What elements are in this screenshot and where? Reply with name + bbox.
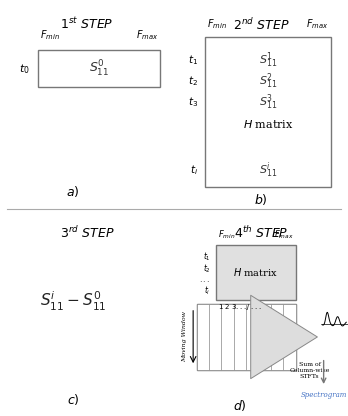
Text: $\mathit{t_i}$: $\mathit{t_i}$ — [190, 163, 198, 178]
Text: $\mathit{F_{max}}$: $\mathit{F_{max}}$ — [306, 17, 329, 31]
Text: $\mathit{t_3}$: $\mathit{t_3}$ — [188, 95, 198, 109]
Text: $\mathit{S^2_{11}}$: $\mathit{S^2_{11}}$ — [259, 71, 277, 91]
Bar — [259, 304, 271, 370]
Text: $\mathit{F_{min}}$: $\mathit{F_{min}}$ — [40, 28, 60, 42]
Text: $\mathit{1^{st}\ STEP}$: $\mathit{1^{st}\ STEP}$ — [60, 17, 114, 32]
Bar — [209, 304, 221, 370]
Text: $\mathit{c)}$: $\mathit{c)}$ — [67, 392, 79, 407]
Text: $\mathit{S^1_{11}}$: $\mathit{S^1_{11}}$ — [259, 50, 277, 70]
Text: Spectrogram: Spectrogram — [300, 391, 347, 399]
Text: $\mathit{t_1}$: $\mathit{t_1}$ — [188, 53, 198, 67]
Bar — [205, 37, 331, 187]
Text: Moving Window: Moving Window — [182, 312, 187, 362]
Bar — [197, 304, 296, 370]
Text: $\mathit{F_{max}}$: $\mathit{F_{max}}$ — [136, 28, 158, 42]
Text: $\mathit{F_{min}}$: $\mathit{F_{min}}$ — [218, 229, 235, 241]
Bar — [216, 245, 296, 300]
Text: $\mathit{3^{rd}\ STEP}$: $\mathit{3^{rd}\ STEP}$ — [60, 225, 114, 240]
Text: $\mathit{F_{max}}$: $\mathit{F_{max}}$ — [275, 229, 294, 241]
Text: $\mathit{a)}$: $\mathit{a)}$ — [66, 184, 80, 199]
Text: $\mathit{t_2}$: $\mathit{t_2}$ — [189, 74, 198, 88]
Text: $\mathit{t_0}$: $\mathit{t_0}$ — [19, 62, 30, 76]
Text: $\mathit{F_{min}}$: $\mathit{F_{min}}$ — [207, 17, 227, 31]
Text: $\mathbf{\mathit{H}}$ matrix: $\mathbf{\mathit{H}}$ matrix — [234, 267, 278, 278]
Bar — [283, 304, 296, 370]
Text: $\mathit{t_1}$: $\mathit{t_1}$ — [203, 250, 211, 263]
Text: $\mathit{S^3_{11}}$: $\mathit{S^3_{11}}$ — [259, 92, 277, 112]
Text: $\mathit{t_2}$: $\mathit{t_2}$ — [203, 262, 211, 275]
Text: $\mathit{2^{nd}\ STEP}$: $\mathit{2^{nd}\ STEP}$ — [233, 17, 289, 32]
Bar — [221, 304, 234, 370]
Text: $\mathit{S^i_{11}}$: $\mathit{S^i_{11}}$ — [259, 161, 277, 181]
Text: $\mathit{b)}$: $\mathit{b)}$ — [254, 192, 268, 207]
Text: $\mathit{4^{th}\ STEP}$: $\mathit{4^{th}\ STEP}$ — [234, 225, 288, 240]
Bar — [271, 304, 283, 370]
Text: $...$: $...$ — [199, 276, 211, 284]
Bar — [246, 304, 259, 370]
Text: $\mathbf{\mathit{H}}$ matrix: $\mathbf{\mathit{H}}$ matrix — [243, 118, 293, 130]
Text: $\mathit{1\ 2\ 3 ... j\ ...}$: $\mathit{1\ 2\ 3 ... j\ ...}$ — [218, 302, 261, 312]
Text: $\mathit{S^0_{11}}$: $\mathit{S^0_{11}}$ — [89, 59, 109, 79]
Text: Sum of
Column-wise
STFTs: Sum of Column-wise STFTs — [290, 362, 330, 379]
Bar — [38, 50, 160, 87]
Text: $\mathit{d)}$: $\mathit{d)}$ — [233, 398, 247, 413]
FancyArrowPatch shape — [251, 295, 317, 379]
Text: $\mathit{t_i}$: $\mathit{t_i}$ — [204, 285, 211, 297]
Bar — [234, 304, 246, 370]
Bar — [197, 304, 209, 370]
Text: $\mathit{S^i_{11} - S^0_{11}}$: $\mathit{S^i_{11} - S^0_{11}}$ — [40, 290, 106, 313]
